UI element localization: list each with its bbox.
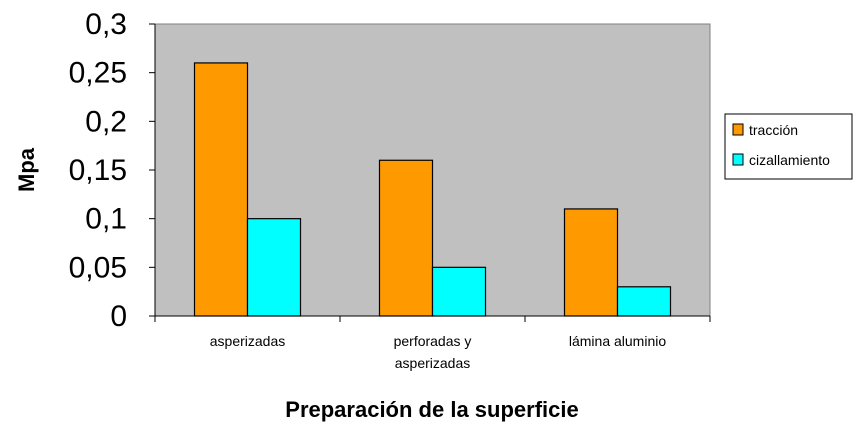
y-axis-title: Mpa xyxy=(14,147,39,192)
x-tick-label: asperizadas xyxy=(395,355,471,371)
y-tick-label: 0,1 xyxy=(85,203,127,236)
bar-cizallamiento-0 xyxy=(246,218,302,317)
bar-traccion-0 xyxy=(193,62,249,317)
y-tick-label: 0,2 xyxy=(85,105,127,138)
y-tick-label: 0,25 xyxy=(69,57,127,90)
x-ticks-group: asperizadas perforadas y asperizadas lámina… xyxy=(154,316,711,371)
y-ticks-group: 0 0,05 0,1 0,15 0,2 0,25 0,3 xyxy=(69,8,155,333)
x-tick-label: perforadas y xyxy=(394,333,472,349)
bars-group xyxy=(193,62,672,317)
bar-cizallamiento-1 xyxy=(431,266,487,317)
x-tick-label: asperizadas xyxy=(210,333,286,349)
y-tick-label: 0,05 xyxy=(69,251,127,284)
bar-traccion-1 xyxy=(378,159,434,317)
legend-label-0: tracción xyxy=(749,122,798,138)
legend: tracción cizallamiento xyxy=(724,113,853,180)
bar-cizallamiento-2 xyxy=(616,286,672,317)
y-tick-label: 0 xyxy=(110,300,127,333)
bar-traccion-2 xyxy=(563,208,619,317)
y-tick-label: 0,3 xyxy=(85,8,127,41)
y-tick-label: 0,15 xyxy=(69,154,127,187)
legend-label-1: cizallamiento xyxy=(749,152,830,168)
x-axis-title: Preparación de la superficie xyxy=(285,397,578,422)
legend-swatch-0 xyxy=(732,123,744,136)
legend-box xyxy=(724,113,853,180)
x-tick-label: lámina aluminio xyxy=(569,333,666,349)
legend-swatch-1 xyxy=(732,153,744,166)
